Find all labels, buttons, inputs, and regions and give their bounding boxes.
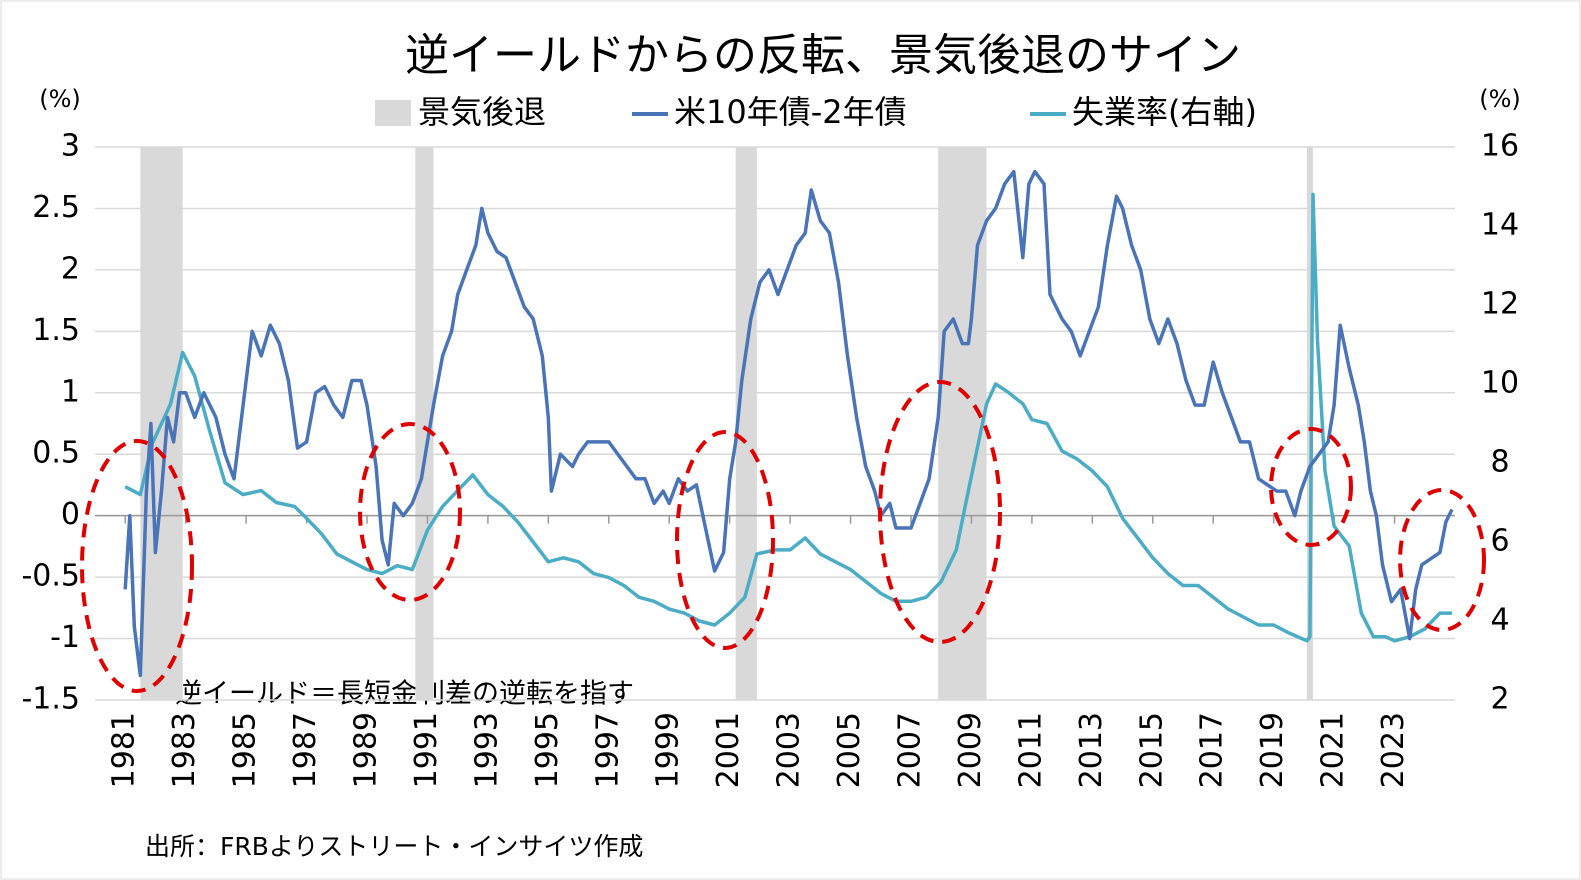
y2-tick-label: 4 (1490, 603, 1509, 638)
x-tick-label: 2015 (1134, 712, 1169, 788)
x-tick-label: 1985 (228, 712, 263, 788)
legend-label: 景気後退 (418, 93, 546, 131)
x-tick-label: 2017 (1195, 712, 1230, 788)
x-tick-label: 2021 (1316, 712, 1351, 788)
x-tick-label: 2011 (1013, 712, 1048, 788)
highlight-circles (80, 380, 1486, 693)
legend: 景気後退 米10年債-2年債 失業率(右軸) (375, 93, 1257, 131)
x-tick-label: 1983 (167, 712, 202, 788)
x-tick-label: 2009 (953, 712, 988, 788)
legend-label: 米10年債-2年債 (674, 93, 907, 131)
y-tick-label: -1.5 (21, 682, 80, 717)
y2-tick-label: 16 (1481, 129, 1519, 164)
y2-tick-label: 6 (1490, 524, 1509, 559)
highlight-ellipse (878, 380, 1002, 644)
y-unit: (%) (39, 85, 81, 113)
x-tick-label: 1987 (288, 712, 323, 788)
y-tick-label: 1.5 (32, 313, 80, 348)
x-tick-label: 2005 (832, 712, 867, 788)
recession-band (735, 147, 757, 700)
y2-tick-label: 8 (1490, 445, 1509, 480)
chart-title: 逆イールドからの反転、景気後退のサイン (405, 30, 1241, 81)
highlight-ellipse (1398, 488, 1486, 632)
highlight-ellipse (1269, 427, 1353, 547)
legend-label: 失業率(右軸) (1072, 93, 1257, 131)
y2-tick-label: 2 (1490, 682, 1509, 717)
y-tick-label: -1 (50, 620, 80, 655)
source: 出所：FRBよりストリート・インサイツ作成 (145, 832, 643, 861)
x-tick-label: 2013 (1074, 712, 1109, 788)
x-tick-label: 2001 (711, 712, 746, 788)
x-tick-label: 1991 (409, 712, 444, 788)
series-line (123, 169, 1454, 678)
series-line (124, 192, 1452, 643)
y-tick-label: 0.5 (32, 436, 80, 471)
x-tick-label: 2007 (893, 712, 928, 788)
x-tick-label: 1995 (530, 712, 565, 788)
annotation: 逆イールド＝長短金利差の逆転を指す (175, 679, 634, 710)
recession-band (415, 147, 434, 700)
x-tick-label: 1989 (349, 712, 384, 788)
x-tick-label: 1999 (651, 712, 686, 788)
highlight-ellipse (675, 430, 775, 650)
y-tick-label: 1 (61, 374, 80, 409)
y-tick-label: 3 (61, 129, 80, 164)
y-tick-label: 0 (61, 497, 80, 532)
y2-tick-label: 10 (1481, 366, 1519, 401)
x-tick-label: 1993 (469, 712, 504, 788)
x-tick-label: 2019 (1255, 712, 1290, 788)
y2-tick-label: 12 (1481, 287, 1519, 322)
x-tick-label: 1997 (590, 712, 625, 788)
x-tick-label: 2003 (772, 712, 807, 788)
highlight-ellipse (80, 439, 194, 693)
y2-unit: (%) (1479, 85, 1521, 113)
recession-band (938, 147, 987, 700)
x-tick-label: 2023 (1376, 712, 1411, 788)
highlight-ellipse (358, 422, 462, 602)
y-tick-label: 2.5 (32, 190, 80, 225)
x-tick-label: 1981 (107, 712, 142, 788)
y-tick-label: 2 (61, 251, 80, 286)
legend-swatch (375, 100, 411, 126)
y2-tick-label: 14 (1481, 208, 1519, 243)
y-tick-label: -0.5 (21, 559, 80, 594)
